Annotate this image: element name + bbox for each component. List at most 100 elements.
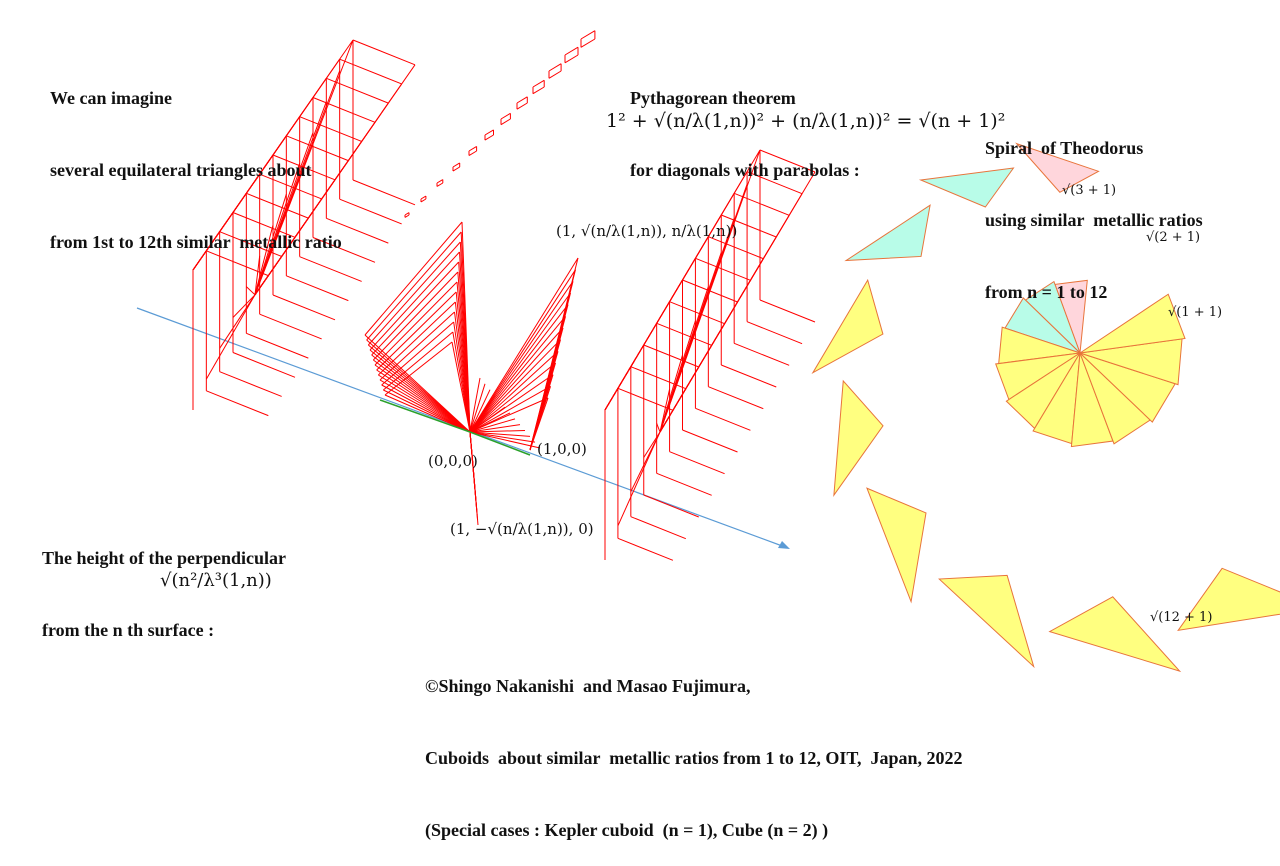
wire-line — [312, 97, 376, 123]
mini-cuboid — [580, 38, 596, 48]
mini-cuboid — [532, 86, 545, 95]
mini-cuboid — [532, 79, 545, 88]
wire-line — [669, 301, 725, 325]
mini-cuboid — [516, 96, 528, 104]
wire-line — [232, 212, 296, 238]
wire-line — [232, 352, 296, 378]
wire-line — [604, 149, 761, 411]
wire-line — [695, 257, 751, 281]
spiral-wedge — [1079, 293, 1186, 354]
wire-line — [381, 384, 471, 433]
mini-cuboid — [580, 30, 596, 40]
height-formula: √(n²/λ³(1,n)) — [160, 570, 272, 591]
mini-cuboid — [452, 162, 460, 168]
wire-line — [469, 316, 566, 433]
intro-text: We can imagine several equilateral trian… — [50, 38, 342, 278]
spiral-of-theodorus — [811, 142, 1280, 673]
wire-line — [708, 386, 764, 410]
wire-line — [469, 292, 571, 433]
wire-line — [469, 257, 579, 433]
wire-line — [759, 299, 816, 323]
mini-cuboid — [468, 146, 477, 152]
parabola-curve — [379, 399, 471, 433]
mini-cuboid — [548, 63, 562, 72]
wire-line — [469, 377, 481, 433]
wire-line — [352, 39, 416, 66]
height-line: from the n th surface : — [42, 620, 215, 640]
wire-line — [617, 537, 674, 561]
wire-line — [383, 331, 454, 391]
wire-line — [746, 321, 803, 345]
mini-cuboid — [548, 70, 562, 79]
wire-line — [682, 429, 738, 453]
credits-line: ©Shingo Nakanishi and Masao Fujimura, — [425, 676, 751, 696]
intro-line: We can imagine — [50, 88, 172, 108]
wire-line — [192, 39, 354, 271]
mini-cuboid — [436, 182, 444, 187]
wire-line — [469, 383, 486, 433]
wire-line — [630, 516, 687, 540]
wire-line — [246, 332, 309, 359]
wire-line — [376, 369, 471, 433]
pythagorean-formula: 1² + √(n/λ(1,n))² + (n/λ(1,n))² = √(n + … — [606, 110, 1006, 132]
wire-line — [339, 58, 402, 85]
wire-line — [232, 294, 256, 318]
wire-line — [377, 301, 456, 376]
wire-line — [656, 472, 712, 496]
wire-line — [469, 389, 491, 433]
spiral-line: from n = 1 to 12 — [985, 282, 1108, 302]
wire-line — [378, 374, 471, 433]
pythagorean-line: for diagonals with parabolas : — [630, 160, 860, 180]
origin-label: (0,0,0) — [428, 452, 478, 470]
exploded-triangle — [1015, 142, 1100, 193]
cuboid-wireframes — [192, 39, 816, 561]
wire-line — [384, 341, 453, 396]
wire-line — [254, 64, 416, 296]
wire-line — [469, 424, 521, 433]
wire-line — [617, 431, 661, 527]
label-sqrt-12-1: √(12 + 1) — [1150, 610, 1213, 625]
wire-line — [643, 494, 699, 518]
wire-line — [469, 431, 541, 449]
wire-line — [379, 311, 455, 381]
wire-line — [254, 255, 261, 295]
mini-cuboid — [420, 195, 427, 200]
wire-line — [286, 135, 349, 162]
wire-line — [299, 116, 362, 142]
wire-line — [369, 251, 460, 351]
wire-line — [366, 231, 462, 341]
wire-line — [659, 171, 816, 433]
wire-line — [469, 350, 559, 433]
wire-line — [759, 149, 816, 173]
wire-line — [721, 214, 777, 238]
wire-line — [733, 342, 790, 366]
mini-cuboid — [404, 212, 410, 216]
wire-line — [381, 321, 454, 386]
wire-line — [469, 269, 576, 433]
wire-line — [643, 344, 699, 368]
exploded-triangle — [918, 167, 1015, 208]
parabola-curve — [469, 431, 531, 456]
wire-line — [656, 423, 661, 433]
wire-line — [469, 385, 551, 433]
wire-line — [299, 256, 362, 282]
exploded-triangle — [1048, 596, 1182, 673]
wire-line — [469, 339, 561, 433]
mini-cuboid — [564, 54, 579, 64]
wire-line — [374, 364, 471, 433]
mini-cuboid — [484, 129, 494, 136]
exploded-triangle — [844, 204, 931, 262]
wire-line — [219, 294, 256, 349]
mini-cuboid — [516, 102, 528, 110]
wire-line — [721, 364, 777, 388]
wire-line — [376, 291, 457, 371]
height-line: The height of the perpendicular — [42, 548, 287, 568]
credits: ©Shingo Nakanishi and Masao Fujimura, Cu… — [425, 626, 963, 866]
wire-line — [219, 371, 282, 397]
wire-line — [272, 294, 336, 321]
wire-line — [286, 275, 349, 302]
wire-line — [352, 179, 416, 206]
axis-arrowhead — [778, 541, 790, 549]
exploded-triangle — [1177, 567, 1280, 632]
mini-cuboid — [420, 198, 427, 203]
